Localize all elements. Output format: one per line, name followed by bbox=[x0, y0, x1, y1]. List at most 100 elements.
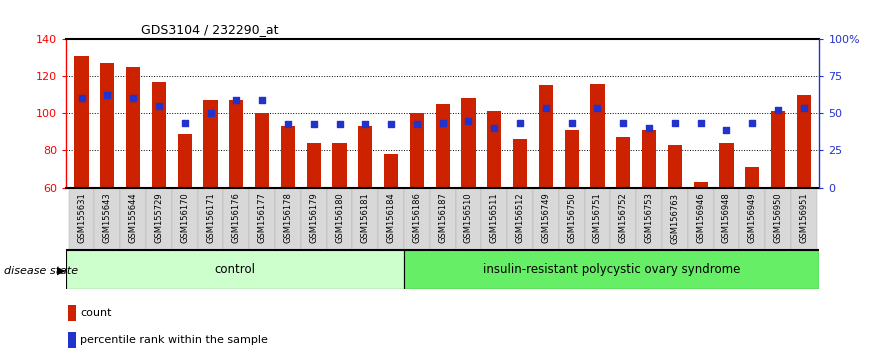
Point bbox=[487, 125, 501, 131]
Text: GSM156750: GSM156750 bbox=[567, 193, 576, 243]
Text: GSM156177: GSM156177 bbox=[257, 193, 267, 244]
Bar bbox=[533, 188, 559, 250]
Text: count: count bbox=[80, 308, 112, 318]
Text: control: control bbox=[214, 263, 255, 275]
Bar bbox=[146, 188, 172, 250]
Bar bbox=[249, 188, 275, 250]
Point bbox=[255, 97, 270, 103]
Bar bbox=[435, 104, 450, 188]
Text: ▶: ▶ bbox=[57, 266, 66, 276]
Bar bbox=[720, 143, 734, 188]
Bar bbox=[590, 84, 604, 188]
Bar bbox=[197, 188, 224, 250]
Text: GSM156171: GSM156171 bbox=[206, 193, 215, 243]
Text: GSM155643: GSM155643 bbox=[103, 193, 112, 243]
Text: GSM156512: GSM156512 bbox=[515, 193, 524, 243]
Point bbox=[410, 122, 424, 127]
Bar bbox=[662, 188, 688, 250]
Text: disease state: disease state bbox=[4, 266, 78, 276]
Text: GSM156949: GSM156949 bbox=[748, 193, 757, 243]
Bar bbox=[384, 154, 398, 188]
Bar bbox=[636, 188, 662, 250]
Bar bbox=[611, 188, 636, 250]
Bar bbox=[152, 82, 166, 188]
Point bbox=[204, 110, 218, 116]
Bar bbox=[481, 188, 507, 250]
Bar bbox=[229, 100, 243, 188]
Point bbox=[720, 127, 734, 133]
Point bbox=[539, 105, 553, 110]
Text: GSM156186: GSM156186 bbox=[412, 193, 421, 244]
Point bbox=[75, 96, 89, 101]
Bar bbox=[513, 139, 527, 188]
Bar bbox=[275, 188, 300, 250]
Bar bbox=[359, 126, 373, 188]
Bar bbox=[69, 332, 77, 348]
Text: GSM156948: GSM156948 bbox=[722, 193, 731, 243]
Bar bbox=[688, 188, 714, 250]
Point bbox=[616, 120, 630, 125]
Point bbox=[462, 118, 476, 124]
Point bbox=[745, 120, 759, 125]
Bar bbox=[120, 188, 146, 250]
Bar bbox=[172, 188, 197, 250]
Bar bbox=[739, 188, 766, 250]
Text: GSM156510: GSM156510 bbox=[464, 193, 473, 243]
Text: GSM156181: GSM156181 bbox=[361, 193, 370, 243]
Text: GDS3104 / 232290_at: GDS3104 / 232290_at bbox=[141, 23, 278, 36]
Point bbox=[152, 103, 166, 109]
Point bbox=[565, 120, 579, 125]
Point bbox=[693, 120, 707, 125]
Bar bbox=[403, 250, 819, 289]
Bar bbox=[307, 143, 321, 188]
Bar bbox=[616, 137, 631, 188]
Text: GSM156179: GSM156179 bbox=[309, 193, 318, 243]
Point bbox=[332, 122, 346, 127]
Text: GSM156751: GSM156751 bbox=[593, 193, 602, 243]
Bar bbox=[404, 188, 430, 250]
Bar bbox=[487, 112, 501, 188]
Bar bbox=[224, 188, 249, 250]
Point bbox=[384, 122, 398, 127]
Text: percentile rank within the sample: percentile rank within the sample bbox=[80, 335, 268, 346]
Bar bbox=[771, 112, 785, 188]
Text: GSM156753: GSM156753 bbox=[645, 193, 654, 244]
Bar bbox=[796, 95, 811, 188]
Bar bbox=[462, 98, 476, 188]
Bar bbox=[430, 188, 455, 250]
Bar bbox=[693, 182, 707, 188]
Text: GSM156946: GSM156946 bbox=[696, 193, 705, 243]
Bar bbox=[559, 188, 585, 250]
Text: GSM156187: GSM156187 bbox=[438, 193, 448, 244]
Bar bbox=[327, 188, 352, 250]
Text: insulin-resistant polycystic ovary syndrome: insulin-resistant polycystic ovary syndr… bbox=[483, 263, 740, 275]
Text: GSM156170: GSM156170 bbox=[181, 193, 189, 243]
Bar bbox=[791, 188, 817, 250]
Text: GSM156950: GSM156950 bbox=[774, 193, 782, 243]
Point bbox=[229, 97, 243, 103]
Bar bbox=[507, 188, 533, 250]
Bar bbox=[66, 250, 403, 289]
Bar bbox=[69, 188, 94, 250]
Text: GSM156178: GSM156178 bbox=[284, 193, 292, 244]
Bar bbox=[766, 188, 791, 250]
Bar bbox=[75, 56, 89, 188]
Text: GSM156752: GSM156752 bbox=[618, 193, 628, 243]
Text: GSM155644: GSM155644 bbox=[129, 193, 137, 243]
Bar bbox=[714, 188, 739, 250]
Text: GSM155631: GSM155631 bbox=[77, 193, 86, 243]
Bar bbox=[300, 188, 327, 250]
Text: GSM156749: GSM156749 bbox=[542, 193, 551, 243]
Text: GSM156180: GSM156180 bbox=[335, 193, 344, 243]
Text: GSM156511: GSM156511 bbox=[490, 193, 499, 243]
Point bbox=[642, 125, 656, 131]
Point bbox=[435, 120, 449, 125]
Bar bbox=[281, 126, 295, 188]
Bar bbox=[585, 188, 611, 250]
Point bbox=[796, 105, 811, 110]
Point bbox=[359, 122, 373, 127]
Bar bbox=[455, 188, 481, 250]
Bar bbox=[332, 143, 346, 188]
Bar bbox=[668, 145, 682, 188]
Bar bbox=[69, 305, 77, 321]
